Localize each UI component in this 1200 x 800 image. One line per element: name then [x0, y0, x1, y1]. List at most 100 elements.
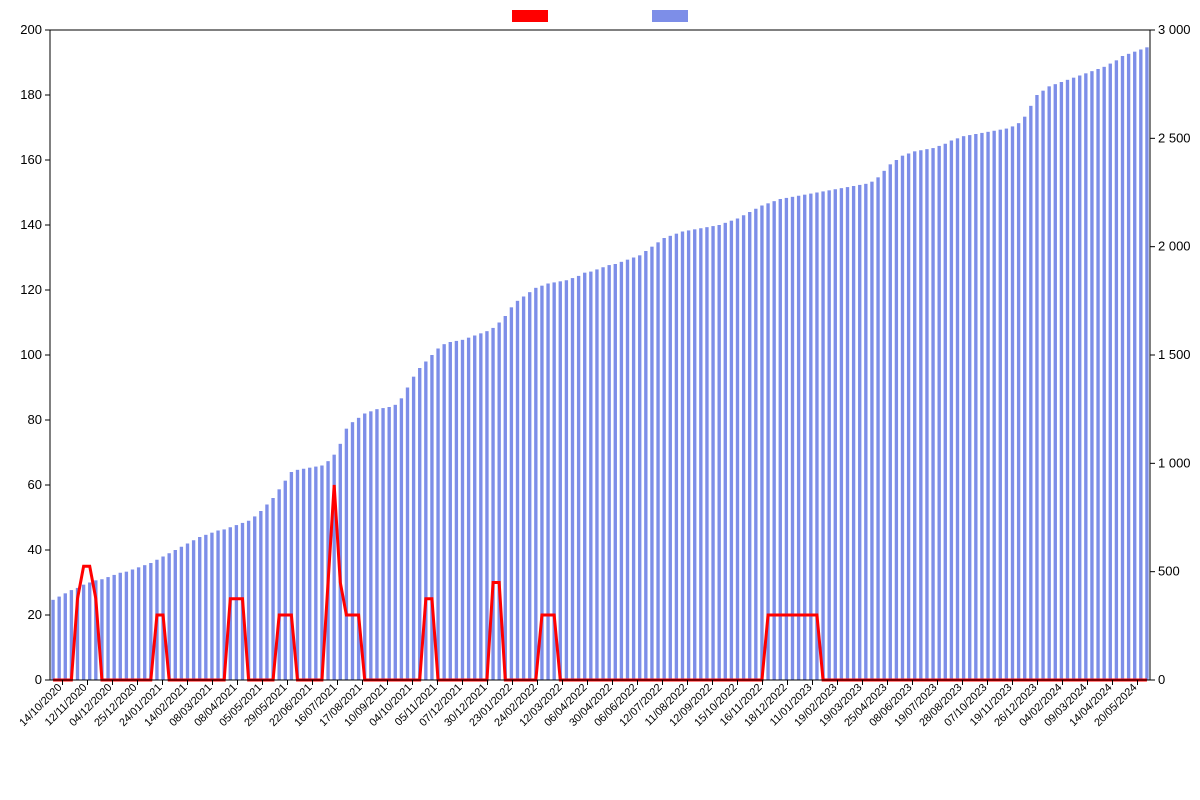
bar: [687, 230, 690, 680]
bar: [882, 171, 885, 680]
bar: [497, 323, 500, 681]
bar: [125, 572, 128, 680]
y-right-tick: 1 000: [1158, 455, 1191, 470]
bar: [467, 338, 470, 680]
bar: [730, 221, 733, 680]
bar: [198, 537, 201, 680]
bar: [302, 469, 305, 680]
bar: [1102, 67, 1105, 680]
bar: [986, 132, 989, 680]
bar: [1066, 80, 1069, 680]
bar: [840, 188, 843, 680]
bar: [1145, 47, 1148, 680]
bar: [889, 164, 892, 680]
bar: [834, 189, 837, 680]
bar: [528, 292, 531, 680]
bar: [296, 470, 299, 680]
bar: [607, 265, 610, 680]
bar: [1011, 126, 1014, 680]
bar: [394, 405, 397, 680]
bar: [491, 328, 494, 680]
bar: [950, 141, 953, 681]
bar: [644, 251, 647, 680]
bar: [235, 525, 238, 680]
bar: [381, 408, 384, 680]
bar: [675, 234, 678, 680]
bar: [186, 544, 189, 681]
bar: [681, 232, 684, 681]
bar: [760, 206, 763, 681]
bar: [1023, 117, 1026, 680]
bar: [724, 223, 727, 680]
bar: [999, 130, 1002, 680]
y-left-tick: 120: [20, 282, 42, 297]
bar: [265, 505, 268, 681]
bar: [400, 398, 403, 680]
bar: [785, 198, 788, 680]
bar: [827, 190, 830, 680]
y-right-tick: 3 000: [1158, 22, 1191, 37]
bar: [858, 185, 861, 680]
bar: [485, 331, 488, 680]
bar: [1090, 71, 1093, 680]
bar: [1109, 64, 1112, 680]
bar: [516, 301, 519, 680]
y-left-tick: 200: [20, 22, 42, 37]
bar: [461, 340, 464, 680]
bar: [1060, 82, 1063, 680]
bar: [64, 593, 67, 680]
bar: [1035, 95, 1038, 680]
bar: [870, 182, 873, 680]
bar: [510, 307, 513, 680]
y-right-tick: 1 500: [1158, 347, 1191, 362]
y-right-tick: 500: [1158, 564, 1180, 579]
bar: [626, 260, 629, 680]
bar: [1041, 91, 1044, 680]
bar: [546, 284, 549, 681]
bar: [363, 414, 366, 681]
bar: [1133, 52, 1136, 680]
bar: [931, 148, 934, 680]
bar: [736, 219, 739, 681]
bar: [131, 570, 134, 681]
bar: [876, 177, 879, 680]
bar: [504, 316, 507, 680]
bar: [534, 288, 537, 680]
bar: [180, 547, 183, 680]
bar: [968, 135, 971, 680]
bar: [656, 242, 659, 680]
bar: [797, 196, 800, 680]
bar: [864, 184, 867, 680]
bar: [632, 258, 635, 681]
bar: [638, 255, 641, 680]
bar: [1084, 73, 1087, 680]
bar: [375, 409, 378, 680]
bar: [137, 567, 140, 680]
bar: [699, 228, 702, 680]
bar: [772, 201, 775, 680]
bar: [901, 156, 904, 680]
bar: [565, 280, 568, 680]
y-left-tick: 100: [20, 347, 42, 362]
bar: [974, 134, 977, 680]
y-left-tick: 60: [28, 477, 42, 492]
bar: [821, 191, 824, 680]
bar: [791, 197, 794, 680]
bar: [1121, 56, 1124, 680]
bar: [143, 565, 146, 680]
bar: [112, 575, 115, 680]
bar: [1096, 69, 1099, 680]
bar: [57, 597, 60, 680]
bar: [1072, 78, 1075, 680]
bar: [803, 195, 806, 680]
bar: [455, 341, 458, 680]
bar: [88, 583, 91, 681]
bar: [919, 150, 922, 680]
y-left-tick: 20: [28, 607, 42, 622]
y-right-tick: 2 000: [1158, 239, 1191, 254]
chart-container: 02040608010012014016018020005001 0001 50…: [0, 0, 1200, 800]
bar: [937, 146, 940, 680]
bar: [1047, 86, 1050, 680]
bar: [742, 215, 745, 680]
bar: [980, 133, 983, 680]
